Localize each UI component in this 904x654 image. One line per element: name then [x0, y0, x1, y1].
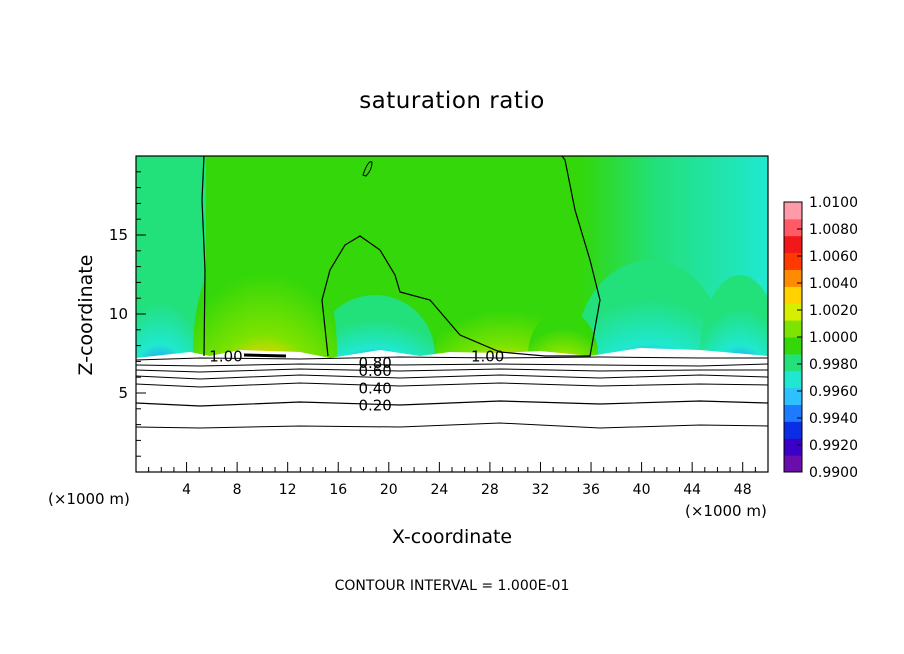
contour-label: 1.00 — [209, 348, 242, 366]
colorbar-tick-label: 1.0060 — [809, 249, 858, 265]
y-tick-label: 10 — [109, 305, 128, 323]
colorbar-swatch — [784, 438, 802, 456]
colorbar-swatch — [784, 353, 802, 372]
x-tick-label: 12 — [279, 482, 297, 498]
colorbar-swatch — [784, 286, 802, 304]
x-tick-label: 40 — [633, 482, 651, 498]
colorbar-swatch — [784, 337, 802, 355]
x-tick-label: 36 — [582, 482, 600, 498]
x-tick-label: 20 — [380, 482, 398, 498]
x-axis: 4 8 12 16 20 24 28 32 36 40 44 48 — [148, 462, 756, 498]
colorbar-swatch — [784, 218, 802, 237]
colorbar-swatch — [784, 455, 802, 473]
colorbar-swatch — [784, 235, 802, 254]
contour-label: 0.40 — [358, 379, 391, 397]
colorbar-swatch — [784, 303, 802, 321]
contour-labels: 1.00 1.00 0.800.600.400.20 — [209, 348, 504, 415]
colorbar-tick-label: 1.0000 — [809, 330, 858, 346]
colorbar-tick-label: 1.0020 — [809, 303, 858, 319]
colorbar-tick-label: 0.9940 — [809, 411, 858, 427]
x-tick-label: 16 — [329, 482, 347, 498]
x-unit-label-left: (×1000 m) — [48, 490, 130, 508]
colorbar-swatch — [784, 404, 802, 422]
x-tick-label: 8 — [233, 482, 242, 498]
colorbar-swatch — [784, 252, 802, 270]
x-tick-label: 44 — [683, 482, 701, 498]
y-axis: 5 10 15 — [109, 171, 146, 457]
colorbar-tick-label: 0.9960 — [809, 384, 858, 400]
colorbar-swatch — [784, 202, 802, 220]
colorbar-swatch — [784, 370, 802, 389]
x-tick-label: 24 — [430, 482, 448, 498]
y-tick-label: 5 — [118, 384, 128, 402]
x-axis-label: X-coordinate — [391, 526, 513, 548]
y-tick-label: 15 — [109, 226, 128, 244]
colorbar: 1.0100 1.0080 1.0060 1.0040 1.0020 1.0000 0.99… — [783, 195, 858, 481]
contour-interval-note: CONTOUR INTERVAL = 1.000E-01 — [334, 578, 570, 594]
colorbar-swatch — [784, 320, 802, 338]
x-tick-label: 28 — [481, 482, 499, 498]
x-tick-label: 4 — [182, 482, 191, 498]
colorbar-tick-label: 1.0040 — [809, 276, 858, 292]
colorbar-swatch — [784, 421, 802, 439]
colorbar-tick-label: 1.0100 — [809, 195, 858, 211]
colorbar-tick-label: 0.9980 — [809, 357, 858, 373]
colorbar-tick-label: 1.0080 — [809, 222, 858, 238]
y-axis-label: Z-coordinate — [75, 254, 97, 376]
colorbar-swatch — [784, 387, 802, 405]
chart-title: saturation ratio — [359, 88, 545, 114]
x-unit-label-right: (×1000 m) — [685, 502, 767, 520]
colorbar-tick-label: 0.9900 — [809, 465, 858, 481]
contour-label: 0.80 — [358, 354, 391, 372]
x-tick-label: 48 — [734, 482, 752, 498]
contour-label: 1.00 — [471, 348, 504, 366]
x-tick-label: 32 — [532, 482, 550, 498]
colorbar-tick-label: 0.9920 — [809, 438, 858, 454]
contour-label: 0.20 — [358, 397, 391, 415]
contour-label: 0.60 — [358, 362, 391, 380]
saturation-field — [136, 156, 768, 472]
colorbar-swatch — [784, 269, 802, 287]
